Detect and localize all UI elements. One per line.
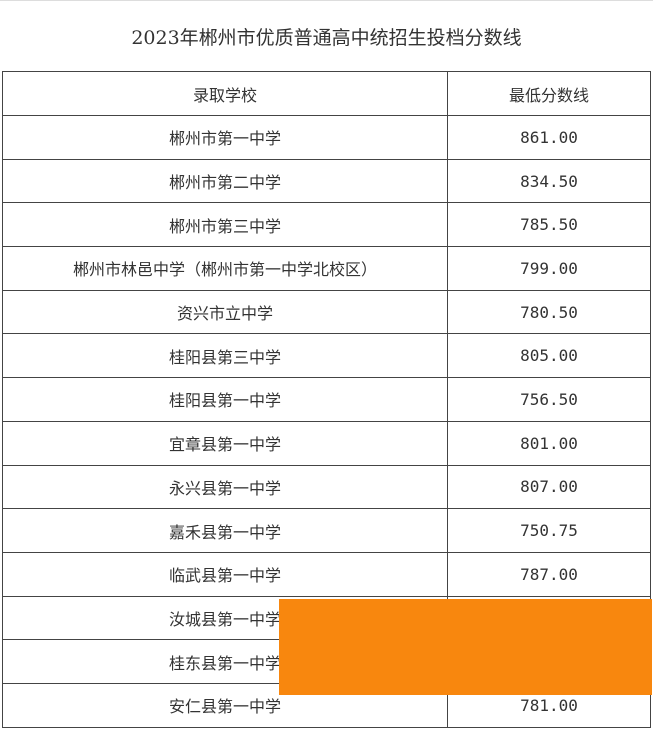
table-row: 郴州市第一中学 861.00 <box>2 115 651 160</box>
school-name: 郴州市第三中学 <box>2 202 448 248</box>
min-score: 787.00 <box>447 551 651 597</box>
school-name: 桂阳县第三中学 <box>2 333 448 379</box>
min-score: 807.00 <box>447 464 651 510</box>
school-name: 嘉禾县第一中学 <box>2 508 448 553</box>
table-row: 资兴市立中学 780.50 <box>2 289 651 335</box>
table-row: 临武县第一中学 787.00 <box>2 551 651 597</box>
min-score: 799.00 <box>447 246 651 291</box>
min-score: 861.00 <box>447 115 651 160</box>
table-row: 郴州市第三中学 785.50 <box>2 202 651 248</box>
score-table: 录取学校 最低分数线 郴州市第一中学 861.00 郴州市第二中学 834.50 郴州市… <box>2 71 651 728</box>
school-name: 郴州市林邑中学（郴州市第一中学北校区） <box>2 246 448 291</box>
min-score: 756.50 <box>447 377 651 422</box>
min-score: 805.00 <box>447 333 651 379</box>
school-name: 郴州市第二中学 <box>2 158 448 204</box>
table-header-row: 录取学校 最低分数线 <box>2 71 651 116</box>
school-name: 资兴市立中学 <box>2 289 448 335</box>
min-score: 785.50 <box>447 202 651 248</box>
header-score: 最低分数线 <box>447 71 651 116</box>
min-score: 834.50 <box>447 158 651 204</box>
table-row: 宜章县第一中学 801.00 <box>2 420 651 466</box>
min-score: 801.00 <box>447 420 651 466</box>
min-score: 780.50 <box>447 289 651 335</box>
watermark-logo <box>279 599 652 695</box>
table-row: 郴州市林邑中学（郴州市第一中学北校区） 799.00 <box>2 246 651 291</box>
table-title: 2023年郴州市优质普通高中统招生投档分数线 <box>0 0 653 71</box>
school-name: 桂阳县第一中学 <box>2 377 448 422</box>
min-score: 750.75 <box>447 508 651 553</box>
header-school: 录取学校 <box>2 71 448 116</box>
table-row: 嘉禾县第一中学 750.75 <box>2 508 651 553</box>
school-name: 临武县第一中学 <box>2 551 448 597</box>
school-name: 永兴县第一中学 <box>2 464 448 510</box>
table-row: 郴州市第二中学 834.50 <box>2 158 651 204</box>
table-row: 桂阳县第三中学 805.00 <box>2 333 651 379</box>
table-row: 桂阳县第一中学 756.50 <box>2 377 651 422</box>
school-name: 郴州市第一中学 <box>2 115 448 160</box>
school-name: 宜章县第一中学 <box>2 420 448 466</box>
table-row: 永兴县第一中学 807.00 <box>2 464 651 510</box>
